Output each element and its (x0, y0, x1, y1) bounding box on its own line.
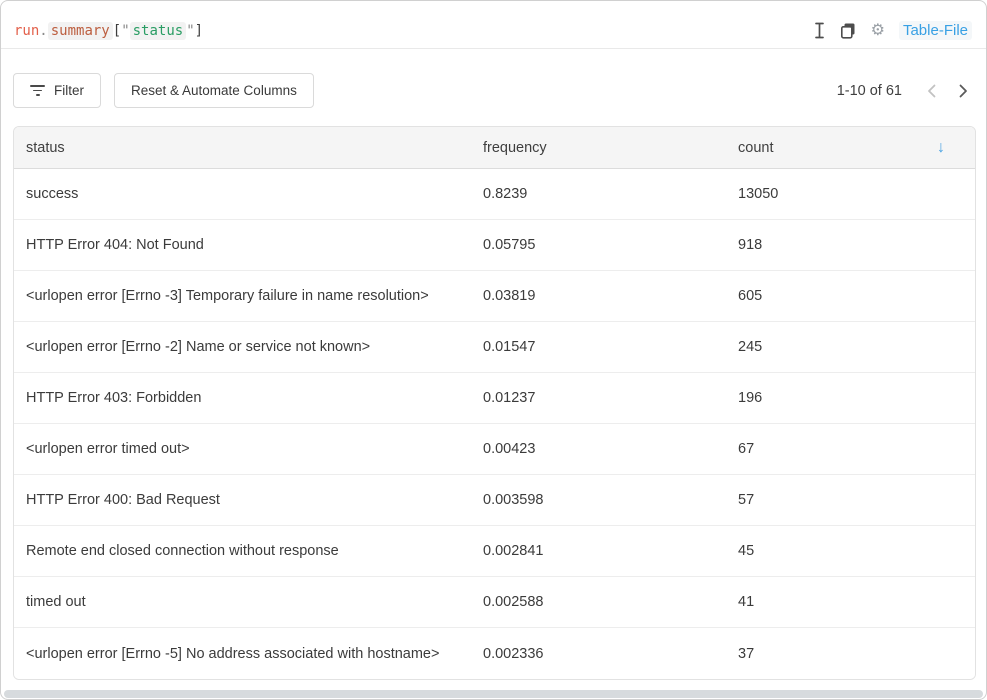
cell-status: HTTP Error 403: Forbidden (26, 390, 202, 406)
cell-count: 41 (738, 594, 755, 610)
filter-button[interactable]: Filter (13, 73, 101, 108)
cell-status: <urlopen error [Errno -2] Name or servic… (26, 339, 371, 355)
reset-automate-columns-button[interactable]: Reset & Automate Columns (114, 73, 314, 108)
cell-frequency: 0.002336 (483, 645, 544, 662)
cell-frequency: 0.8239 (483, 186, 528, 202)
sort-descending-icon[interactable]: ↓ (937, 138, 945, 156)
column-header-frequency[interactable]: frequency (483, 139, 547, 156)
cell-count: 37 (738, 645, 755, 662)
cell-count: 196 (738, 390, 763, 406)
cell-count: 45 (738, 543, 755, 559)
column-header-status[interactable]: status (26, 139, 65, 156)
cell-count: 57 (738, 492, 755, 508)
table-row[interactable]: <urlopen error timed out> 0.00423 67 (14, 424, 975, 475)
table-row[interactable]: <urlopen error [Errno -2] Name or servic… (14, 322, 975, 373)
table-file-link[interactable]: Table-File (898, 21, 972, 40)
table-header-row: status frequency count ↓ (14, 127, 975, 169)
cell-status: HTTP Error 404: Not Found (26, 237, 204, 253)
cell-frequency: 0.002841 (483, 543, 544, 559)
code-token-summary: summary (47, 22, 113, 40)
data-table: status frequency count ↓ success 0.8239 … (13, 126, 976, 680)
horizontal-scrollbar[interactable] (4, 690, 983, 698)
ibeam-icon[interactable] (813, 22, 826, 39)
gear-icon[interactable]: ⚙ (870, 21, 885, 39)
cell-frequency: 0.01237 (483, 390, 536, 406)
pagination: 1-10 of 61 (837, 80, 974, 102)
next-page-chevron-icon[interactable] (952, 80, 974, 102)
code-bar-actions: ⚙ Table-File (813, 21, 972, 40)
cell-count: 13050 (738, 186, 779, 202)
code-token-status: status (129, 22, 187, 40)
column-header-count[interactable]: count (738, 139, 774, 156)
code-bar: run. summary [" status "] ⚙ Table-File (1, 1, 986, 49)
cell-count: 245 (738, 339, 763, 355)
copy-icon[interactable] (840, 22, 857, 40)
code-token-open-quote: " (121, 23, 130, 39)
cell-status: <urlopen error [Errno -3] Temporary fail… (26, 288, 429, 304)
table-row[interactable]: <urlopen error [Errno -3] Temporary fail… (14, 271, 975, 322)
code-token-dot: . (39, 23, 48, 39)
code-token-run: run (14, 23, 40, 39)
cell-count: 605 (738, 288, 763, 304)
cell-frequency: 0.03819 (483, 288, 536, 304)
cell-status: <urlopen error [Errno -5] No address ass… (26, 645, 440, 662)
reset-automate-columns-label: Reset & Automate Columns (131, 83, 297, 98)
table-row[interactable]: timed out 0.002588 41 (14, 577, 975, 628)
table-row[interactable]: HTTP Error 400: Bad Request 0.003598 57 (14, 475, 975, 526)
code-token-open-bracket: [ (112, 23, 122, 39)
cell-frequency: 0.01547 (483, 339, 536, 355)
cell-status: <urlopen error timed out> (26, 441, 190, 457)
table-row[interactable]: HTTP Error 404: Not Found 0.05795 918 (14, 220, 975, 271)
table-row[interactable]: HTTP Error 403: Forbidden 0.01237 196 (14, 373, 975, 424)
code-token-close-bracket: ] (194, 23, 204, 39)
table-body: success 0.8239 13050 HTTP Error 404: Not… (14, 169, 975, 679)
toolbar: Filter Reset & Automate Columns 1-10 of … (13, 73, 974, 108)
cell-status: success (26, 186, 79, 202)
cell-count: 918 (738, 237, 763, 253)
cell-count: 67 (738, 441, 755, 457)
cell-frequency: 0.002588 (483, 594, 544, 610)
filter-icon (30, 85, 45, 96)
cell-frequency: 0.003598 (483, 492, 544, 508)
filter-button-label: Filter (54, 83, 84, 98)
code-token-close-quote: " (186, 23, 195, 39)
cell-frequency: 0.00423 (483, 441, 536, 457)
pagination-range-label: 1-10 of 61 (836, 82, 902, 99)
cell-status: HTTP Error 400: Bad Request (26, 492, 220, 508)
table-row[interactable]: success 0.8239 13050 (14, 169, 975, 220)
previous-page-chevron-icon[interactable] (920, 80, 942, 102)
cell-frequency: 0.05795 (483, 237, 536, 253)
cell-status: timed out (26, 594, 86, 610)
cell-status: Remote end closed connection without res… (26, 543, 339, 559)
table-row[interactable]: Remote end closed connection without res… (14, 526, 975, 577)
code-expression: run. summary [" status "] (14, 22, 813, 40)
table-row[interactable]: <urlopen error [Errno -5] No address ass… (14, 628, 975, 679)
